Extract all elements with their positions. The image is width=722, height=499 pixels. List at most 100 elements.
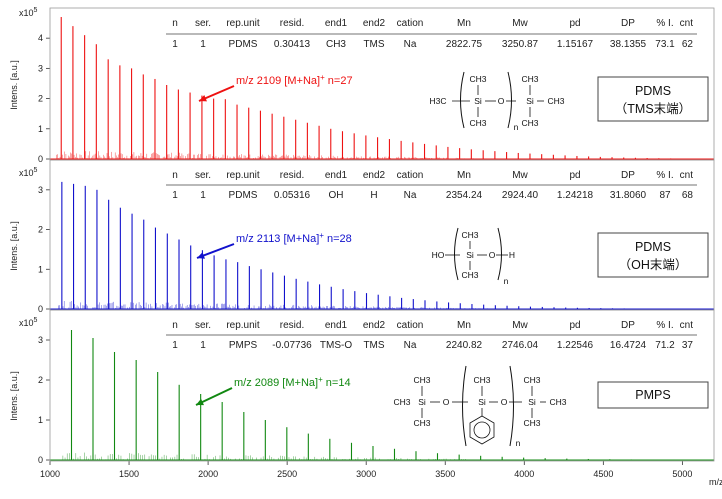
chem-atom: Si <box>526 96 534 106</box>
chem-methyl: CH3 <box>469 118 486 128</box>
table-header-cell: end2 <box>363 18 386 29</box>
table-cell: 1 <box>200 39 206 50</box>
table-header-cell: cation <box>397 18 424 29</box>
peak-annotation: m/z 2113 [M+Na]+ n=28 <box>196 231 352 259</box>
stats-table: n ser. rep.unit resid. end1 end2 cation Mn Mw pd D… <box>166 170 697 201</box>
table-header-cell: ser. <box>195 320 211 331</box>
chem-methyl: CH3 <box>549 397 566 407</box>
y-tick-label: 1 <box>38 124 43 134</box>
label-box-frame <box>597 381 709 409</box>
chem-structure: Si CH3 CH3 CH3 O Si CH3 On Si CH3 CH3 CH3 <box>393 365 567 448</box>
table-cell: 2354.24 <box>446 190 483 201</box>
annotation-text: m/z 2089 [M+Na]+ n=14 <box>234 375 351 389</box>
y-axis-ticks: 0 1 2 3 <box>38 185 50 314</box>
table-header-cell: Mn <box>457 170 471 181</box>
chem-end-group: H <box>509 250 515 260</box>
x-tick-label: 4500 <box>593 469 613 479</box>
chem-methyl: CH3 <box>461 270 478 280</box>
table-header-cell: rep.unit <box>226 18 260 29</box>
label-line-1: PMPS <box>635 388 670 402</box>
y-tick-label: 1 <box>38 264 43 274</box>
panel-pdms-tms: Intens. [a.u.] x105 0 1 2 3 4 n ser. rep.unit r… <box>9 7 714 164</box>
chem-atom: Si <box>478 397 486 407</box>
table-cell: -0.07736 <box>272 340 312 351</box>
polymer-bracket <box>509 365 514 447</box>
table-cell: H <box>370 190 377 201</box>
annotation-main: m/z 2113 [M+Na] <box>236 233 319 245</box>
table-cell: TMS <box>363 39 384 50</box>
panel-pmps: Intens. [a.u.] x105 0 1 2 3 n ser. rep.unit re… <box>9 312 714 465</box>
table-cell: 87 <box>659 190 671 201</box>
annotation-text: m/z 2113 [M+Na]+ n=28 <box>236 231 352 245</box>
chem-subscript-n: n <box>516 438 521 448</box>
y-tick-label: 0 <box>38 154 43 164</box>
label-line-2: （OH末端） <box>619 258 688 272</box>
annotation-main: m/z 2109 [M+Na] <box>236 75 320 87</box>
table-header-cell: Mn <box>457 320 471 331</box>
table-cell: 0.30413 <box>274 39 311 50</box>
table-cell: Na <box>404 39 417 50</box>
chem-methyl: CH3 <box>473 375 490 385</box>
label-box-frame <box>597 76 709 122</box>
y-tick-label: 0 <box>38 304 43 314</box>
stats-table: n ser. rep.unit resid. end1 end2 cation Mn Mw pd D… <box>166 320 697 351</box>
table-cell: 73.1 <box>655 39 675 50</box>
y-tick-label: 4 <box>38 33 43 43</box>
table-cell: PDMS <box>229 190 258 201</box>
table-cell: Na <box>404 190 417 201</box>
x-tick-label: 3000 <box>356 469 376 479</box>
table-header-cell: end1 <box>325 320 348 331</box>
peak-series <box>50 181 714 310</box>
chem-end-group: H3C <box>429 96 446 106</box>
table-cell: 1.22546 <box>557 340 594 351</box>
table-header-cell: end2 <box>363 170 386 181</box>
table-header-cell: Mw <box>512 170 528 181</box>
table-header-cell: % I. <box>656 170 673 181</box>
x-tick-label: 1500 <box>119 469 139 479</box>
chem-methyl: CH3 <box>523 418 540 428</box>
table-cell: TMS <box>363 340 384 351</box>
chem-end-group: HO <box>432 250 445 260</box>
polymer-bracket <box>454 227 459 281</box>
table-header-cell: DP <box>621 170 635 181</box>
table-cell: 16.4724 <box>610 340 647 351</box>
y-tick-label: 2 <box>38 225 43 235</box>
table-cell: 38.1355 <box>610 39 647 50</box>
annotation-main: m/z 2089 [M+Na] <box>234 377 318 389</box>
table-header-cell: cnt <box>680 18 694 29</box>
table-cell: PMPS <box>229 340 258 351</box>
x-tick-label: 1000 <box>40 469 60 479</box>
table-header-cell: cnt <box>680 170 694 181</box>
table-cell: CH3 <box>326 39 346 50</box>
y-tick-label: 3 <box>38 335 43 345</box>
table-header-cell: Mw <box>512 18 528 29</box>
y-tick-label: 3 <box>38 63 43 73</box>
y-tick-label: 3 <box>38 185 43 195</box>
peak-series <box>50 330 714 461</box>
table-cell: Na <box>404 340 417 351</box>
polymer-bracket <box>462 365 467 447</box>
table-header-cell: rep.unit <box>226 170 260 181</box>
table-backdrop <box>165 14 695 56</box>
y-exponent: x105 <box>19 7 38 18</box>
y-tick-label: 2 <box>38 94 43 104</box>
x-tick-label: 2500 <box>277 469 297 479</box>
chem-atom: Si <box>474 96 482 106</box>
table-cell: 2822.75 <box>446 39 483 50</box>
polymer-bracket <box>497 227 502 281</box>
table-cell: 62 <box>682 39 694 50</box>
table-backdrop <box>165 162 695 202</box>
chem-atom: O <box>489 250 496 260</box>
table-header-cell: DP <box>621 320 635 331</box>
table-cell: OH <box>329 190 344 201</box>
chem-methyl: CH3 <box>521 118 538 128</box>
table-cell: 2924.40 <box>502 190 539 201</box>
x-tick-label: 3500 <box>435 469 455 479</box>
table-cell: 0.05316 <box>274 190 311 201</box>
label-box-frame <box>597 232 709 278</box>
panel-frame <box>49 309 715 462</box>
table-cell: 31.8060 <box>610 190 647 201</box>
table-cell: 1 <box>200 190 206 201</box>
chem-methyl: CH3 <box>521 74 538 84</box>
y-tick-label: 0 <box>38 455 43 465</box>
